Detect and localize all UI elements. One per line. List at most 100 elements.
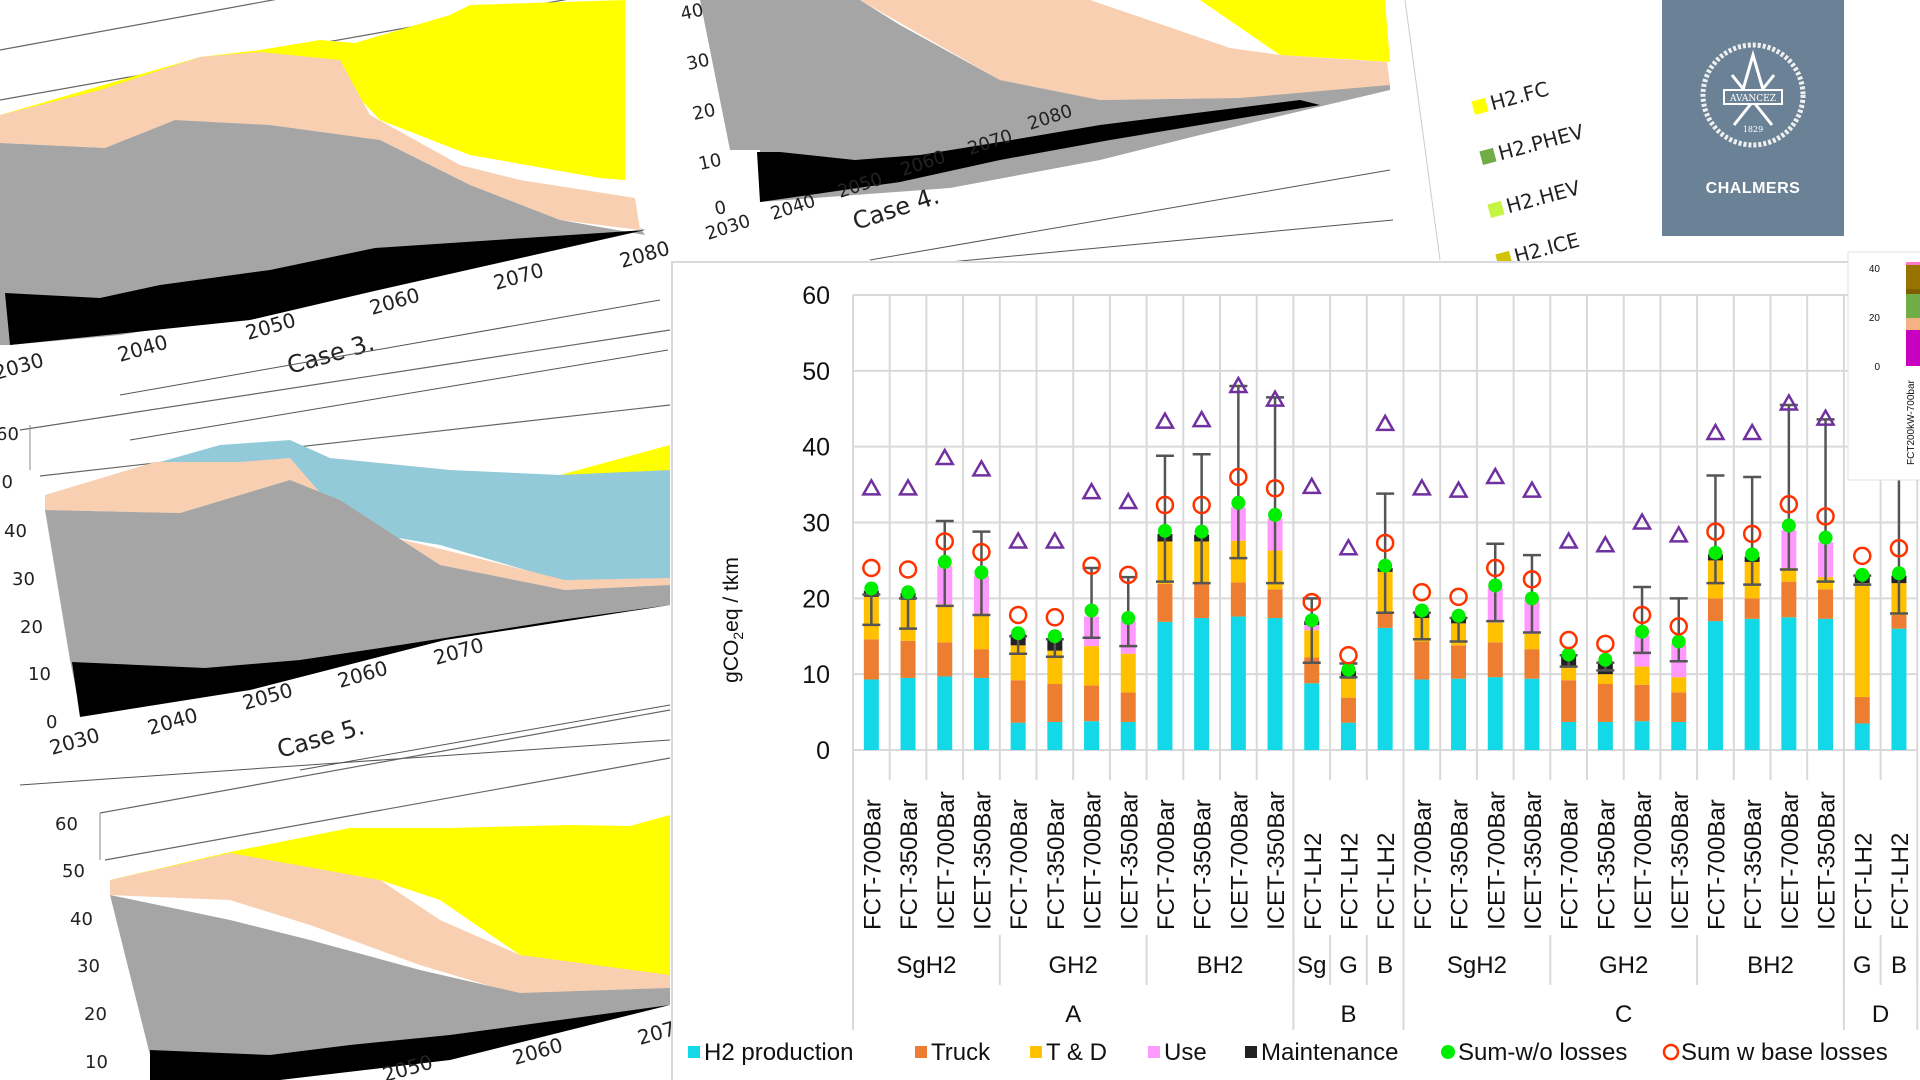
marker-sum-with-base-losses (1596, 634, 1615, 654)
bar-segment-h2-production (900, 677, 916, 750)
bar-segment-truck (1047, 684, 1063, 722)
bar-segment-h2-production (1487, 677, 1503, 750)
bar-segment-t-d (973, 613, 989, 650)
marker-sum-without-losses (1047, 629, 1062, 644)
bar-segment-h2-production (1084, 721, 1100, 750)
bar-segment-h2-production (1818, 618, 1834, 750)
bar-segment-t-d (1597, 674, 1613, 685)
case5-ytick: 0 (46, 712, 57, 733)
bar-segment-t-d (1561, 667, 1577, 681)
marker-sum-without-losses (1414, 603, 1429, 618)
inset-bar-segment (1906, 262, 1920, 265)
marker-sum-without-losses (1598, 652, 1613, 667)
marker-sum-with-base-losses (1192, 495, 1211, 515)
bar-segment-h2-production (1157, 621, 1173, 750)
marker-sum-without-losses (1157, 523, 1172, 538)
case5-area-gray (45, 480, 670, 710)
group-label: D (1872, 1001, 1889, 1028)
marker-sum-without-losses (1084, 603, 1099, 618)
marker-upper-bound (1191, 409, 1212, 428)
marker-sum-with-base-losses (1008, 605, 1028, 625)
marker-upper-bound (1374, 413, 1396, 432)
bar-segment-t-d (1854, 583, 1870, 697)
marker-sum-without-losses (1745, 547, 1760, 562)
y-tick-label: 30 (802, 510, 830, 538)
x-tick-label: FCT-700Bar (1410, 799, 1437, 930)
marker-sum-without-losses (1855, 567, 1870, 582)
marker-sum-without-losses (1341, 662, 1356, 677)
bar-segment-h2-production (1524, 678, 1540, 750)
marker-sum-with-base-losses (1082, 556, 1101, 575)
bar-segment-t-d (1781, 568, 1797, 582)
marker-sum-without-losses (1524, 591, 1539, 606)
legend-swatch (1487, 200, 1505, 218)
marker-upper-bound (1264, 389, 1286, 407)
inset-ytick: 40 (1869, 264, 1881, 275)
marker-sum-with-base-losses (1045, 608, 1065, 627)
bar-segment-truck (1414, 641, 1430, 680)
divider (1404, 0, 1441, 261)
bar-segment-h2-production (1340, 722, 1356, 750)
marker-upper-bound (1631, 511, 1653, 530)
y-axis-ticks: 0 10 20 30 40 50 60 (802, 282, 830, 765)
marker-upper-bound (1301, 476, 1322, 495)
gridline (39, 404, 671, 477)
marker-upper-bound (1741, 422, 1763, 441)
marker-sum-with-base-losses (1449, 587, 1468, 607)
bar-segment-h2-production (1194, 618, 1210, 750)
legend-label: Truck (931, 1039, 991, 1066)
bar-segment-h2-production (1414, 679, 1430, 750)
x-tick-label: ICET-700Bar (1080, 791, 1107, 930)
case3-area-yellow (0, 0, 625, 180)
case6-area-black (150, 1005, 670, 1080)
x-tick-label: ICET-700Bar (933, 791, 960, 930)
subgroup-label: GH2 (1599, 952, 1648, 979)
inset-bar-segment (1906, 294, 1920, 318)
gridline (19, 329, 671, 431)
x-tick-label: ICET-350Bar (1520, 791, 1547, 930)
marker-sum-without-losses (1304, 613, 1319, 628)
case4-ytick: 30 (685, 50, 712, 75)
bar-segment-h2-production (1634, 721, 1650, 750)
x-tick-label: FCT-350Bar (1043, 799, 1070, 930)
marker-sum-without-losses (937, 554, 952, 569)
marker-sum-with-base-losses (1742, 524, 1762, 544)
group-label: C (1615, 1001, 1632, 1028)
x-tick-label: FCT-LH2 (1887, 833, 1914, 930)
x-tick-label: FCT-700Bar (1557, 799, 1584, 930)
case6-ytick: 60 (55, 814, 78, 835)
gridline (19, 739, 671, 786)
marker-sum-with-base-losses (1375, 533, 1395, 553)
bar-segment-truck (900, 640, 916, 678)
subgroup-label: B (1377, 952, 1393, 979)
bar-segment-truck (1818, 589, 1834, 619)
inset-bar-segment (1906, 330, 1920, 366)
marker-upper-bound (1007, 530, 1029, 549)
legend-swatch (915, 1046, 927, 1058)
bar-segment-h2-production (1377, 627, 1393, 750)
x-tick-label: ICET-350Bar (1667, 791, 1694, 930)
chart-legend: H2 production Truck T & D Use Maintenance Sum… (688, 1039, 1888, 1066)
legend-swatch (1030, 1046, 1042, 1058)
inset-chart: 40 20 0 FCT200kW-700bar (1847, 251, 1920, 481)
case3-area-peach (0, 52, 640, 230)
bar-segment-truck (1340, 697, 1356, 723)
case5-area-blue (160, 440, 670, 580)
marker-sum-without-losses (1378, 558, 1393, 573)
bar-segment-t-d (1487, 622, 1503, 643)
marker-sum-with-base-losses (1669, 617, 1688, 636)
bar-segment-truck (1744, 598, 1760, 619)
case6-ytick: 50 (62, 861, 85, 882)
bar-segment-truck (1634, 684, 1650, 722)
x-tick-label: ICET-350Bar (1263, 791, 1290, 930)
marker-sum-without-losses (1194, 524, 1209, 539)
gridline (869, 169, 1391, 261)
bar-segment-truck (1120, 692, 1136, 722)
case4-area-black (757, 100, 1320, 202)
marker-upper-bound (1815, 408, 1836, 426)
group-label: A (1065, 1001, 1081, 1028)
bar-segment-h2-production (863, 679, 879, 750)
bar-segment-h2-production (1010, 722, 1026, 750)
legend-label: Maintenance (1261, 1039, 1398, 1066)
x-tick-label: FCT-700Bar (1153, 799, 1180, 930)
